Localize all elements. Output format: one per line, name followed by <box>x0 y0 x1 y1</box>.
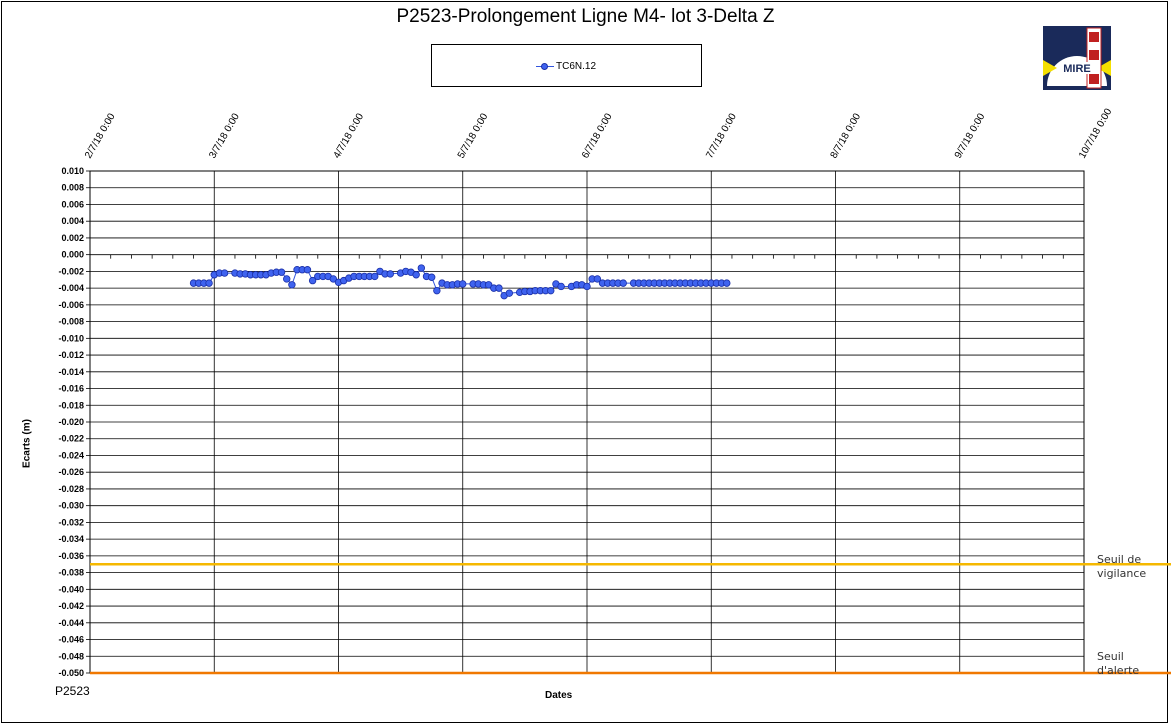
threshold-vigilance-label: Seuil de vigilance <box>1097 553 1146 581</box>
y-tick-label: -0.024 <box>58 450 84 460</box>
y-tick-label: -0.006 <box>58 300 84 310</box>
data-point <box>484 281 493 289</box>
y-tick-label: -0.018 <box>58 400 84 410</box>
y-tick-label: -0.022 <box>58 434 84 444</box>
footer-code: P2523 <box>55 684 90 698</box>
y-tick-label: -0.002 <box>58 266 84 276</box>
data-point <box>303 266 312 274</box>
data-point <box>583 282 591 291</box>
data-point <box>277 268 286 276</box>
y-tick-label: 0.000 <box>61 250 84 260</box>
legend: TC6N.12 <box>431 44 702 87</box>
threshold-alert-line2: d'alerte <box>1097 664 1140 677</box>
y-tick-label: -0.016 <box>58 384 84 394</box>
y-tick-label: 0.004 <box>61 216 84 226</box>
y-tick-label: -0.034 <box>58 534 84 544</box>
y-tick-label: -0.040 <box>58 584 84 594</box>
threshold-alert-line1: Seuil <box>1097 650 1124 663</box>
x-tick-label: 10/7/18 0:00 <box>1077 106 1115 160</box>
x-tick-label: 3/7/18 0:00 <box>207 111 242 160</box>
data-point <box>386 270 394 278</box>
data-point <box>723 279 731 287</box>
data-point <box>412 271 420 279</box>
x-tick-label: 9/7/18 0:00 <box>953 111 988 160</box>
x-tick-label: 6/7/18 0:00 <box>580 111 615 160</box>
y-tick-label: -0.014 <box>58 367 84 377</box>
y-tick-label: -0.030 <box>58 501 84 511</box>
mire-logo: MIRE <box>1043 26 1111 90</box>
y-tick-label: -0.004 <box>58 283 84 293</box>
data-point <box>593 275 602 283</box>
y-tick-label: -0.044 <box>58 618 84 628</box>
data-point <box>427 273 436 281</box>
data-point <box>547 286 555 295</box>
data-point <box>495 284 503 292</box>
legend-label: TC6N.12 <box>556 61 597 72</box>
y-axis-label: Ecarts (m) <box>21 419 33 468</box>
data-point <box>308 276 317 285</box>
data-point <box>329 275 338 283</box>
data-point <box>371 272 379 281</box>
y-tick-label: 0.002 <box>61 233 84 243</box>
data-point <box>619 279 627 287</box>
data-point <box>205 279 213 287</box>
y-tick-label: -0.048 <box>58 651 84 661</box>
threshold-vigilance-line2: vigilance <box>1097 567 1147 580</box>
x-tick-label: 5/7/18 0:00 <box>456 111 491 160</box>
x-tick-label: 2/7/18 0:00 <box>83 111 118 160</box>
legend-marker-icon <box>541 63 548 70</box>
x-tick-label: 4/7/18 0:00 <box>332 111 367 160</box>
y-tick-label: -0.036 <box>58 551 84 561</box>
y-tick-label: -0.042 <box>58 601 84 611</box>
y-tick-label: -0.028 <box>58 484 84 494</box>
y-tick-label: 0.008 <box>61 183 84 193</box>
data-point <box>557 282 565 291</box>
data-point <box>505 289 514 297</box>
y-tick-label: -0.020 <box>58 417 84 427</box>
y-tick-label: -0.012 <box>58 350 84 360</box>
y-tick-label: -0.026 <box>58 467 84 477</box>
data-point <box>417 264 426 272</box>
data-point <box>220 269 229 277</box>
threshold-alert-label: Seuil d'alerte <box>1097 650 1139 678</box>
y-tick-label: -0.008 <box>58 317 84 327</box>
y-tick-label: 0.010 <box>61 166 84 176</box>
y-tick-label: -0.038 <box>58 568 84 578</box>
x-axis-label: Dates <box>545 690 573 701</box>
x-tick-label: 7/7/18 0:00 <box>704 111 739 160</box>
y-tick-label: -0.010 <box>58 333 84 343</box>
data-point <box>283 275 291 283</box>
data-point <box>433 286 441 295</box>
y-tick-label: 0.006 <box>61 199 84 209</box>
y-tick-label: -0.046 <box>58 635 84 645</box>
y-tick-label: -0.050 <box>58 668 84 678</box>
data-point <box>288 281 296 289</box>
chart-title: P2523-Prolongement Ligne M4- lot 3-Delta… <box>396 6 775 27</box>
logo-text: MIRE <box>1063 63 1091 75</box>
data-point <box>459 280 467 288</box>
threshold-vigilance-line1: Seuil de <box>1097 553 1142 566</box>
y-tick-label: -0.032 <box>58 517 84 527</box>
x-tick-label: 8/7/18 0:00 <box>829 111 864 160</box>
